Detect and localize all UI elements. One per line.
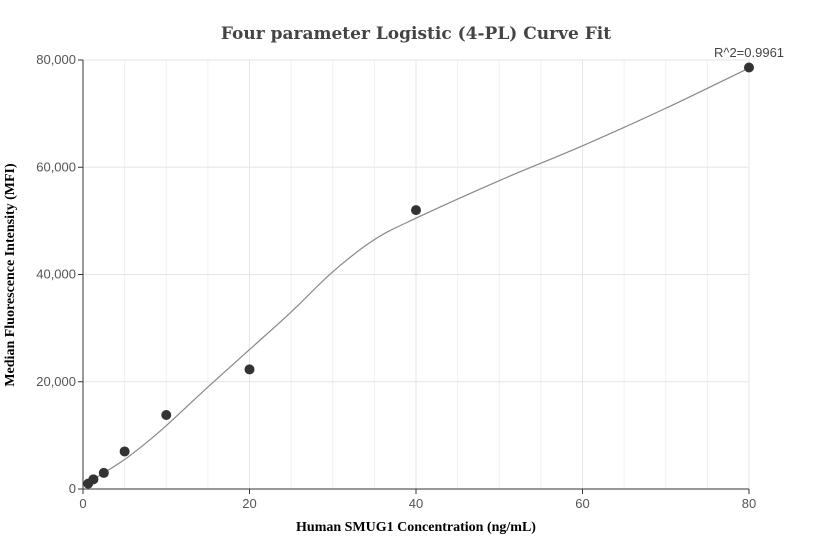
data-point: [244, 364, 255, 375]
grid: [83, 59, 750, 489]
x-axis-title: Human SMUG1 Concentration (ng/mL): [296, 520, 536, 535]
data-point: [88, 474, 99, 485]
y-tick-label: 0: [69, 481, 76, 496]
y-tick-label: 40,000: [36, 267, 76, 282]
x-tick-label: 40: [409, 496, 423, 511]
y-tick-label: 80,000: [36, 52, 76, 67]
data-point: [744, 62, 754, 73]
r-squared-annotation: R^2=0.9961: [714, 45, 784, 60]
data-point: [98, 467, 109, 478]
data-point: [119, 446, 130, 457]
chart-title: Four parameter Logistic (4-PL) Curve Fit: [221, 24, 611, 44]
axes: [78, 59, 750, 494]
y-tick-label: 60,000: [36, 159, 76, 174]
x-tick-label: 80: [742, 496, 756, 511]
tick-labels: 0 20 40 60 80 0 20,000 40,000 60,000 80,000: [36, 52, 756, 511]
data-point: [411, 205, 421, 216]
y-tick-label: 20,000: [36, 374, 76, 389]
fit-curve-line: [87, 67, 750, 484]
y-axis-title: Median Fluorescence Intensity (MFI): [3, 163, 18, 387]
data-point: [161, 409, 172, 420]
x-tick-label: 0: [79, 496, 86, 511]
x-tick-label: 60: [575, 496, 589, 511]
series: [83, 62, 754, 489]
x-tick-label: 20: [242, 496, 256, 511]
